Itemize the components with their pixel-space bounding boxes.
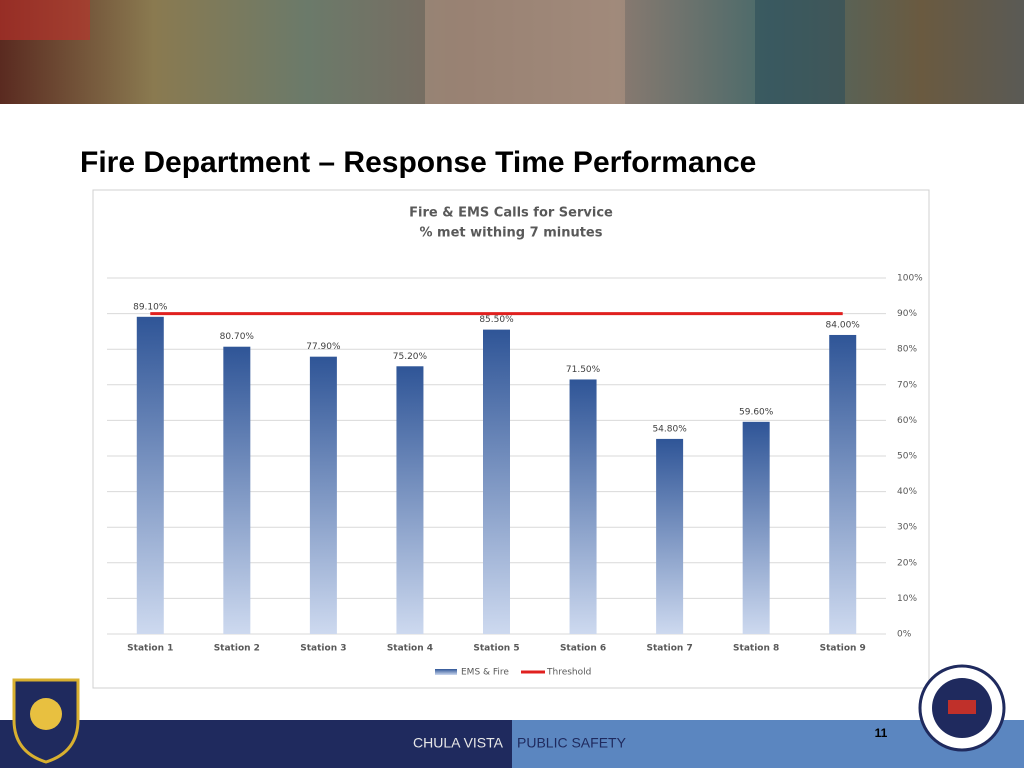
y-tick-label: 50% (897, 452, 917, 462)
x-tick-label: Station 6 (560, 644, 606, 654)
bar (136, 316, 164, 634)
legend-label: Threshold (546, 668, 591, 678)
data-label: 77.90% (306, 342, 341, 352)
bar (483, 329, 510, 634)
chart-subtitle: % met withing 7 minutes (420, 226, 603, 241)
x-tick-label: Station 9 (820, 644, 866, 654)
bar (396, 366, 424, 634)
x-tick-label: Station 1 (127, 644, 173, 654)
data-label: 85.50% (479, 315, 514, 325)
chart-frame (92, 189, 930, 689)
y-tick-label: 0% (897, 630, 912, 640)
photo-children (425, 0, 625, 104)
data-label: 80.70% (220, 332, 255, 342)
y-tick-label: 30% (897, 523, 917, 533)
fire-truck (948, 700, 976, 714)
x-tick-label: Station 7 (646, 644, 692, 654)
data-label: 71.50% (566, 365, 601, 375)
y-tick-label: 80% (897, 345, 917, 355)
x-tick-label: Station 4 (387, 644, 433, 654)
photo-police (755, 0, 845, 104)
footer-right: PUBLIC SAFETY (517, 735, 627, 751)
bar (656, 438, 684, 634)
legend-swatch (435, 669, 457, 675)
x-tick-label: Station 5 (473, 644, 519, 654)
chart-title: Fire & EMS Calls for Service (409, 206, 613, 221)
y-tick-label: 90% (897, 309, 917, 319)
footer-left: CHULA VISTA (413, 735, 504, 751)
bar (223, 346, 251, 634)
y-tick-label: 70% (897, 380, 917, 390)
y-tick-label: 20% (897, 558, 917, 568)
data-label: 89.10% (133, 302, 168, 312)
slide-title: Fire Department – Response Time Performa… (80, 146, 756, 179)
x-tick-label: Station 3 (300, 644, 346, 654)
bar (569, 379, 597, 634)
y-tick-label: 40% (897, 487, 917, 497)
bar (829, 334, 857, 634)
badge-emblem (30, 698, 62, 730)
legend-label: EMS & Fire (461, 668, 509, 678)
page-number: 11 (875, 726, 888, 740)
bar (742, 421, 770, 634)
bar (309, 356, 337, 634)
data-label: 59.60% (739, 407, 774, 417)
footer-band-left (0, 720, 512, 768)
data-label: 75.20% (393, 352, 428, 362)
y-tick-label: 100% (897, 274, 923, 284)
x-tick-label: Station 8 (733, 644, 779, 654)
data-label: 54.80% (652, 424, 687, 434)
photo-lights (0, 0, 90, 40)
x-tick-label: Station 2 (214, 644, 260, 654)
y-tick-label: 60% (897, 416, 917, 426)
data-label: 84.00% (826, 320, 861, 330)
y-tick-label: 10% (897, 594, 917, 604)
